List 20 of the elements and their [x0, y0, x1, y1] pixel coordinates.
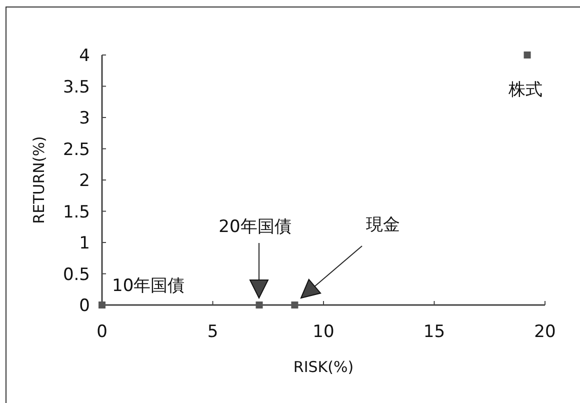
y-tick-label: 2	[79, 171, 90, 191]
x-tick-label: 5	[207, 322, 218, 342]
y-tick-label: 0	[79, 296, 90, 316]
annotation: 20年国債	[218, 217, 292, 237]
x-tick-label: 10	[312, 322, 334, 342]
y-axis-title: RETURN(%)	[30, 136, 48, 224]
annotation: 現金	[366, 215, 400, 235]
y-tick-label: 2.5	[62, 140, 90, 160]
y-tick-label: 1.5	[62, 202, 90, 222]
x-tick-label: 15	[423, 322, 446, 342]
x-tick-label: 20	[534, 322, 556, 342]
y-tick-label: 0.5	[62, 264, 90, 285]
annotation: 株式	[507, 80, 542, 100]
y-tick-label: 3.5	[62, 77, 90, 98]
x-tick-label: 0	[96, 322, 108, 342]
y-tick-label: 4	[79, 46, 90, 66]
annotation: 10年国債	[112, 276, 185, 296]
y-tick-label: 3	[79, 108, 90, 128]
x-axis-title: RISK(%)	[293, 358, 354, 376]
y-tick-label: 1	[79, 234, 90, 254]
